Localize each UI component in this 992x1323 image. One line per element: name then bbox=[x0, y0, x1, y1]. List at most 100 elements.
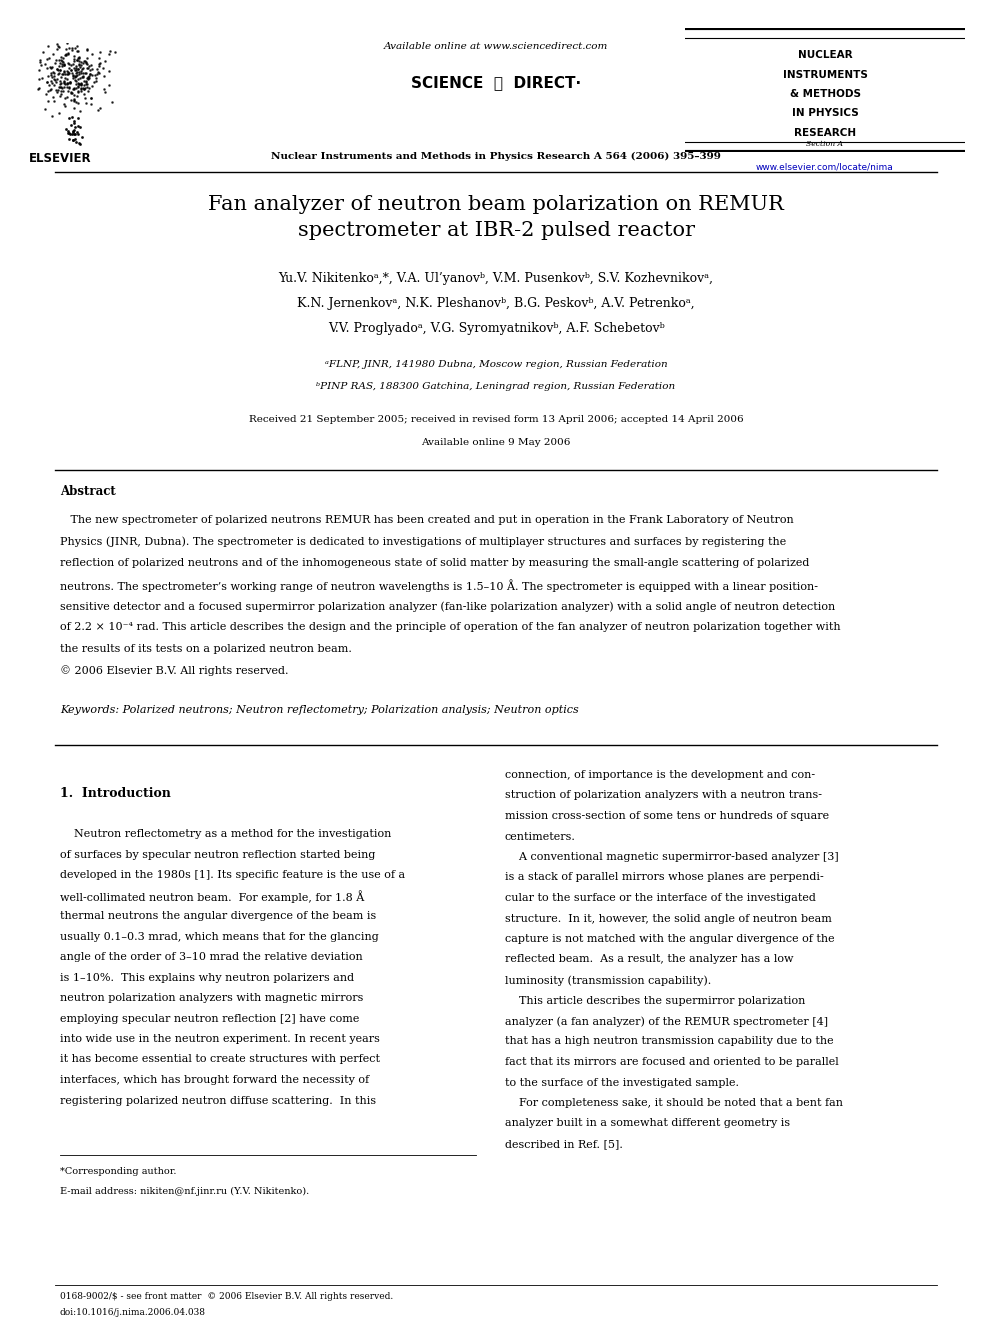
Point bbox=[77, 77, 93, 98]
Point bbox=[90, 53, 106, 74]
Point bbox=[89, 58, 105, 79]
Text: NUCLEAR: NUCLEAR bbox=[798, 50, 852, 60]
Point bbox=[56, 48, 71, 69]
Text: Available online 9 May 2006: Available online 9 May 2006 bbox=[422, 438, 570, 447]
Point bbox=[69, 73, 85, 94]
Point bbox=[63, 60, 79, 81]
Point bbox=[91, 48, 107, 69]
Point bbox=[57, 45, 72, 66]
Text: employing specular neutron reflection [2] have come: employing specular neutron reflection [2… bbox=[60, 1013, 359, 1024]
Point bbox=[69, 81, 85, 102]
Point bbox=[84, 44, 100, 65]
Point bbox=[54, 46, 69, 67]
Text: Available online at www.sciencedirect.com: Available online at www.sciencedirect.co… bbox=[384, 42, 608, 52]
Text: doi:10.1016/j.nima.2006.04.038: doi:10.1016/j.nima.2006.04.038 bbox=[60, 1308, 206, 1316]
Point bbox=[56, 93, 71, 114]
Point bbox=[83, 94, 99, 115]
Point bbox=[64, 65, 80, 86]
Text: neutrons. The spectrometer’s working range of neutron wavelengths is 1.5–10 Å. T: neutrons. The spectrometer’s working ran… bbox=[60, 579, 818, 593]
Point bbox=[55, 52, 70, 73]
Point bbox=[53, 81, 68, 102]
Point bbox=[70, 48, 86, 69]
Point bbox=[97, 82, 113, 103]
Text: cular to the surface or the interface of the investigated: cular to the surface or the interface of… bbox=[505, 893, 815, 904]
Point bbox=[57, 70, 72, 91]
Point bbox=[68, 57, 84, 78]
Point bbox=[62, 122, 77, 143]
Point bbox=[70, 48, 86, 69]
Point bbox=[63, 38, 79, 60]
Point bbox=[62, 71, 77, 93]
Point bbox=[52, 36, 67, 57]
Point bbox=[65, 91, 81, 112]
Point bbox=[51, 77, 66, 98]
Point bbox=[35, 67, 51, 89]
Point bbox=[76, 87, 92, 108]
Point bbox=[65, 89, 81, 110]
Point bbox=[48, 49, 63, 70]
Point bbox=[49, 71, 64, 93]
Point bbox=[57, 64, 72, 85]
Point bbox=[62, 60, 78, 81]
Text: into wide use in the neutron experiment. In recent years: into wide use in the neutron experiment.… bbox=[60, 1035, 380, 1044]
Text: interfaces, which has brought forward the necessity of: interfaces, which has brought forward th… bbox=[60, 1076, 369, 1085]
Text: K.N. Jernenkovᵃ, N.K. Pleshanovᵇ, B.G. Peskovᵇ, A.V. Petrenkoᵃ,: K.N. Jernenkovᵃ, N.K. Pleshanovᵇ, B.G. P… bbox=[298, 296, 694, 310]
Point bbox=[50, 34, 65, 56]
Point bbox=[52, 73, 67, 94]
Point bbox=[70, 62, 86, 83]
Point bbox=[104, 91, 120, 112]
Point bbox=[67, 73, 83, 94]
Point bbox=[78, 71, 94, 93]
Point bbox=[60, 61, 75, 82]
Point bbox=[88, 67, 104, 89]
Point bbox=[69, 124, 85, 146]
Text: The new spectrometer of polarized neutrons REMUR has been created and put in ope: The new spectrometer of polarized neutro… bbox=[60, 515, 794, 525]
Point bbox=[69, 77, 85, 98]
Point bbox=[56, 61, 71, 82]
Point bbox=[84, 58, 100, 79]
Point bbox=[56, 73, 71, 94]
Text: fact that its mirrors are focused and oriented to be parallel: fact that its mirrors are focused and or… bbox=[505, 1057, 839, 1068]
Point bbox=[81, 56, 97, 77]
Point bbox=[87, 64, 103, 85]
Point bbox=[73, 78, 89, 99]
Point bbox=[67, 66, 83, 87]
Point bbox=[72, 60, 88, 81]
Point bbox=[57, 77, 72, 98]
Point bbox=[38, 83, 54, 105]
Point bbox=[61, 78, 76, 99]
Point bbox=[61, 53, 76, 74]
Point bbox=[57, 67, 72, 89]
Point bbox=[83, 87, 99, 108]
Point bbox=[55, 50, 70, 71]
Point bbox=[67, 128, 83, 149]
Point bbox=[57, 54, 72, 75]
Point bbox=[75, 83, 91, 105]
Point bbox=[66, 83, 82, 105]
Point bbox=[101, 61, 117, 82]
Text: 0168-9002/$ - see front matter  © 2006 Elsevier B.V. All rights reserved.: 0168-9002/$ - see front matter © 2006 El… bbox=[60, 1293, 393, 1301]
Point bbox=[49, 58, 64, 79]
Text: that has a high neutron transmission capability due to the: that has a high neutron transmission cap… bbox=[505, 1036, 833, 1046]
Text: connection, of importance is the development and con-: connection, of importance is the develop… bbox=[505, 770, 815, 781]
Point bbox=[63, 54, 79, 75]
Point bbox=[71, 116, 87, 138]
Point bbox=[76, 78, 92, 99]
Point bbox=[68, 56, 84, 77]
Text: it has become essential to create structures with perfect: it has become essential to create struct… bbox=[60, 1054, 380, 1065]
Point bbox=[61, 42, 76, 64]
Point bbox=[81, 65, 97, 86]
Point bbox=[90, 99, 106, 120]
Text: described in Ref. [5].: described in Ref. [5]. bbox=[505, 1139, 623, 1148]
Text: luminosity (transmission capability).: luminosity (transmission capability). bbox=[505, 975, 711, 986]
Point bbox=[57, 62, 72, 83]
Point bbox=[73, 74, 89, 95]
Point bbox=[54, 77, 69, 98]
Point bbox=[71, 134, 87, 155]
Point bbox=[81, 78, 97, 99]
Point bbox=[72, 74, 88, 95]
Point bbox=[77, 62, 93, 83]
Point bbox=[78, 53, 94, 74]
Point bbox=[68, 77, 84, 98]
Point bbox=[41, 66, 57, 87]
